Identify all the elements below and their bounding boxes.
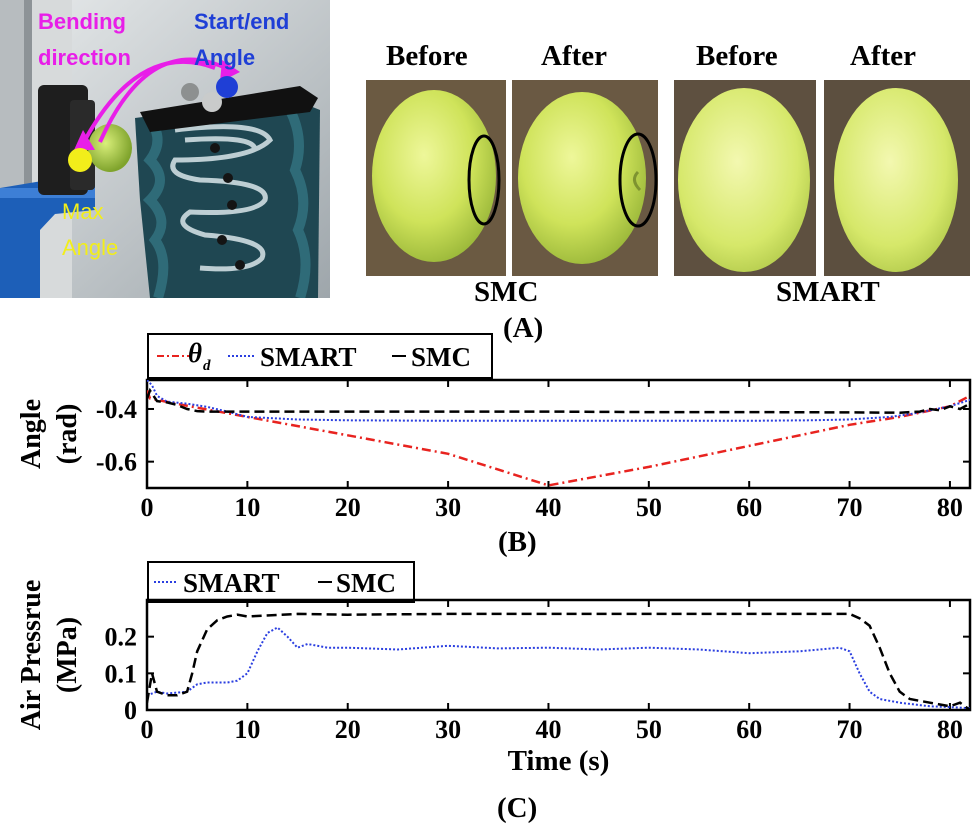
bending-direction-text: Bending direction	[38, 9, 131, 70]
x-tick-label-0: 70	[837, 493, 863, 522]
x-tick-label-1: 0	[141, 715, 154, 744]
x-tick-label-1: 30	[435, 715, 461, 744]
x-tick-label-1: 80	[937, 715, 963, 744]
grape-photos	[366, 80, 970, 276]
legend-b-smart-label: SMART	[260, 342, 357, 372]
x-tick-label-0: 40	[535, 493, 561, 522]
legend-b	[147, 333, 493, 379]
x-tick-label-0: 30	[435, 493, 461, 522]
grape-header-after-1: After	[541, 40, 608, 72]
y-axis-label-0: Angle	[16, 399, 47, 469]
x-tick-label-1: 10	[234, 715, 260, 744]
setup-photo-drawing	[0, 0, 330, 298]
bending-direction-label: Bending direction	[38, 4, 168, 76]
legend-c	[147, 561, 415, 603]
legend-c-smc-label: SMC	[336, 568, 396, 598]
x-tick-label-1: 40	[535, 715, 561, 744]
y-axis-label-1: (MPa)	[52, 617, 83, 693]
angle-chart: θ d SMART SMC 0 10 20 30 40 50 60 70 80 -0.4 -0.6 A…	[16, 333, 972, 522]
max-angle-label: Max Angle	[62, 199, 119, 260]
x-axis-label-1: Time (s)	[508, 745, 610, 777]
legend-b-theta-sub: d	[203, 358, 211, 374]
x-tick-label-1: 20	[335, 715, 361, 744]
y-tick-label-0: -0.6	[96, 448, 137, 477]
group-label-smc: SMC	[474, 276, 539, 308]
x-tick-label-1: 60	[736, 715, 762, 744]
grape-header-after-2: After	[850, 40, 917, 72]
grape-header-before-2: Before	[696, 40, 778, 72]
plot-frame-1	[145, 598, 972, 712]
legend-b-smc-label: SMC	[411, 342, 471, 372]
y-tick-label-0: -0.4	[96, 395, 137, 424]
setup-photo	[0, 0, 330, 298]
panel-b-label: (B)	[498, 526, 537, 558]
panel-c-label: (C)	[497, 792, 538, 824]
defect-circle-2	[618, 132, 658, 228]
x-tick-label-0: 80	[937, 493, 963, 522]
legend-b-theta: θ	[188, 338, 202, 368]
grape-header-before-1: Before	[386, 40, 468, 72]
series-line-smart-0	[147, 380, 970, 422]
series-line-smart-1	[147, 626, 970, 710]
y-axis-label-0: (rad)	[52, 404, 83, 465]
y-axis-label-1: Air Pressrue	[16, 580, 47, 731]
series-line--d-0	[147, 390, 970, 487]
x-tick-label-0: 50	[636, 493, 662, 522]
start-end-angle-marker	[216, 76, 238, 98]
x-tick-label-0: 60	[736, 493, 762, 522]
series-line-smc-1	[147, 612, 970, 710]
y-tick-label-1: 0.1	[105, 659, 138, 688]
plot-frame-0	[145, 378, 972, 490]
legend-c-smart-label: SMART	[183, 568, 280, 598]
y-tick-label-1: 0.2	[105, 623, 138, 652]
x-tick-label-0: 0	[141, 493, 154, 522]
x-tick-label-0: 10	[234, 493, 260, 522]
x-tick-label-1: 70	[837, 715, 863, 744]
y-tick-label-1: 0	[124, 696, 137, 725]
panel-a-label: (A)	[503, 312, 544, 344]
defect-circle-1	[467, 134, 501, 226]
group-label-smart: SMART	[776, 276, 880, 308]
x-tick-label-1: 50	[636, 715, 662, 744]
start-end-angle-label: Start/end Angle	[194, 9, 290, 70]
series-line-smc-0	[147, 387, 970, 414]
max-angle-marker	[68, 148, 92, 172]
x-tick-label-0: 20	[335, 493, 361, 522]
